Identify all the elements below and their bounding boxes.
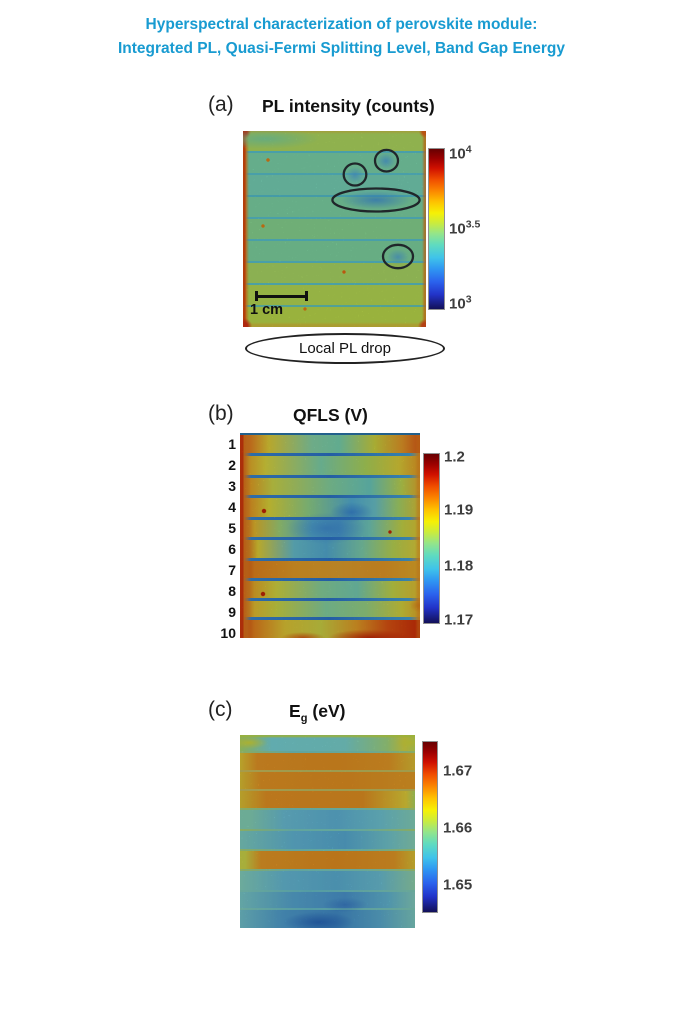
qfls-tick-2: 1.19 [444, 501, 474, 519]
heatmap-row [240, 871, 415, 890]
heatmap-row [240, 791, 415, 808]
qfls-colorbar-gradient [423, 453, 440, 624]
heatmap-row [240, 753, 415, 770]
bandgap-tick-2: 1.66 [443, 819, 473, 837]
bandgap-tick-3: 1.65 [443, 876, 473, 894]
panel-c-tag: (c) [208, 698, 233, 721]
row-label-6: 6 [228, 541, 236, 557]
pl-colorbar-gradient [428, 148, 445, 310]
figure-title: Hyperspectral characterization of perovs… [0, 13, 683, 61]
row-label-8: 8 [228, 583, 236, 599]
heatmap-row [240, 456, 420, 475]
local-pl-drop-label: Local PL drop [298, 340, 391, 357]
heatmap-row [240, 892, 415, 908]
row-label-2: 2 [228, 457, 236, 473]
pl-drop-circle-1 [373, 148, 400, 173]
figure-title-line1: Hyperspectral characterization of perovs… [145, 16, 538, 33]
row-label-1: 1 [228, 436, 236, 452]
heatmap-row [240, 620, 420, 638]
row-label-7: 7 [228, 562, 236, 578]
scalebar-line [258, 294, 305, 298]
bandgap-colorbar: 1.67 1.66 1.65 [422, 741, 502, 913]
qfls-colorbar: 1.2 1.19 1.18 1.17 [423, 449, 503, 629]
row-label-10: 10 [220, 625, 236, 641]
panel-a-tag: (a) [208, 93, 234, 116]
panel-b-tag: (b) [208, 402, 234, 425]
scalebar [255, 291, 308, 301]
pl-colorbar-tick-bottom: 103 [449, 293, 472, 313]
panel-b-title: QFLS (V) [293, 405, 368, 425]
panel-c-title: Eg (eV) [289, 701, 346, 725]
qfls-tick-3: 1.18 [444, 557, 474, 575]
scalebar-label: 1 cm [250, 302, 284, 318]
heatmap-row [240, 601, 420, 617]
bandgap-heatmap [240, 735, 415, 928]
qfls-row-labels: 1 2 3 4 5 6 7 8 9 10 [214, 433, 236, 641]
local-pl-drop-callout: Local PL drop [245, 333, 445, 364]
pl-drop-ellipse-large [331, 187, 421, 213]
panel-a-title: PL intensity (counts) [262, 96, 435, 116]
pl-intensity-heatmap: 1 cm [243, 131, 426, 327]
heatmap-row [240, 810, 415, 829]
row-label-5: 5 [228, 520, 236, 536]
heatmap-row [240, 831, 415, 849]
qfls-heatmap [240, 433, 420, 638]
figure-title-line2: Integrated PL, Quasi-Fermi Splitting Lev… [118, 40, 565, 57]
heatmap-row [240, 435, 420, 453]
heatmap-row [240, 735, 415, 751]
row-label-3: 3 [228, 478, 236, 494]
heatmap-row [240, 772, 415, 789]
heatmap-row [240, 581, 420, 598]
heatmap-row [240, 851, 415, 869]
bandgap-colorbar-gradient [422, 741, 438, 913]
pl-colorbar-tick-mid: 103.5 [449, 218, 481, 238]
heatmap-row [240, 520, 420, 537]
heatmap-row [240, 478, 420, 495]
qfls-tick-1: 1.2 [444, 448, 465, 466]
pl-colorbar: 104 103.5 103 [428, 144, 508, 313]
heatmap-row [240, 498, 420, 517]
pl-colorbar-tick-top: 104 [449, 143, 472, 163]
heatmap-row [240, 561, 420, 578]
qfls-tick-4: 1.17 [444, 611, 474, 629]
heatmap-row [240, 910, 415, 928]
row-label-4: 4 [228, 499, 236, 515]
heatmap-row [240, 540, 420, 558]
pl-drop-circle-3 [381, 243, 415, 270]
bandgap-tick-1: 1.67 [443, 762, 473, 780]
pl-drop-circle-2 [342, 162, 368, 187]
row-label-9: 9 [228, 604, 236, 620]
